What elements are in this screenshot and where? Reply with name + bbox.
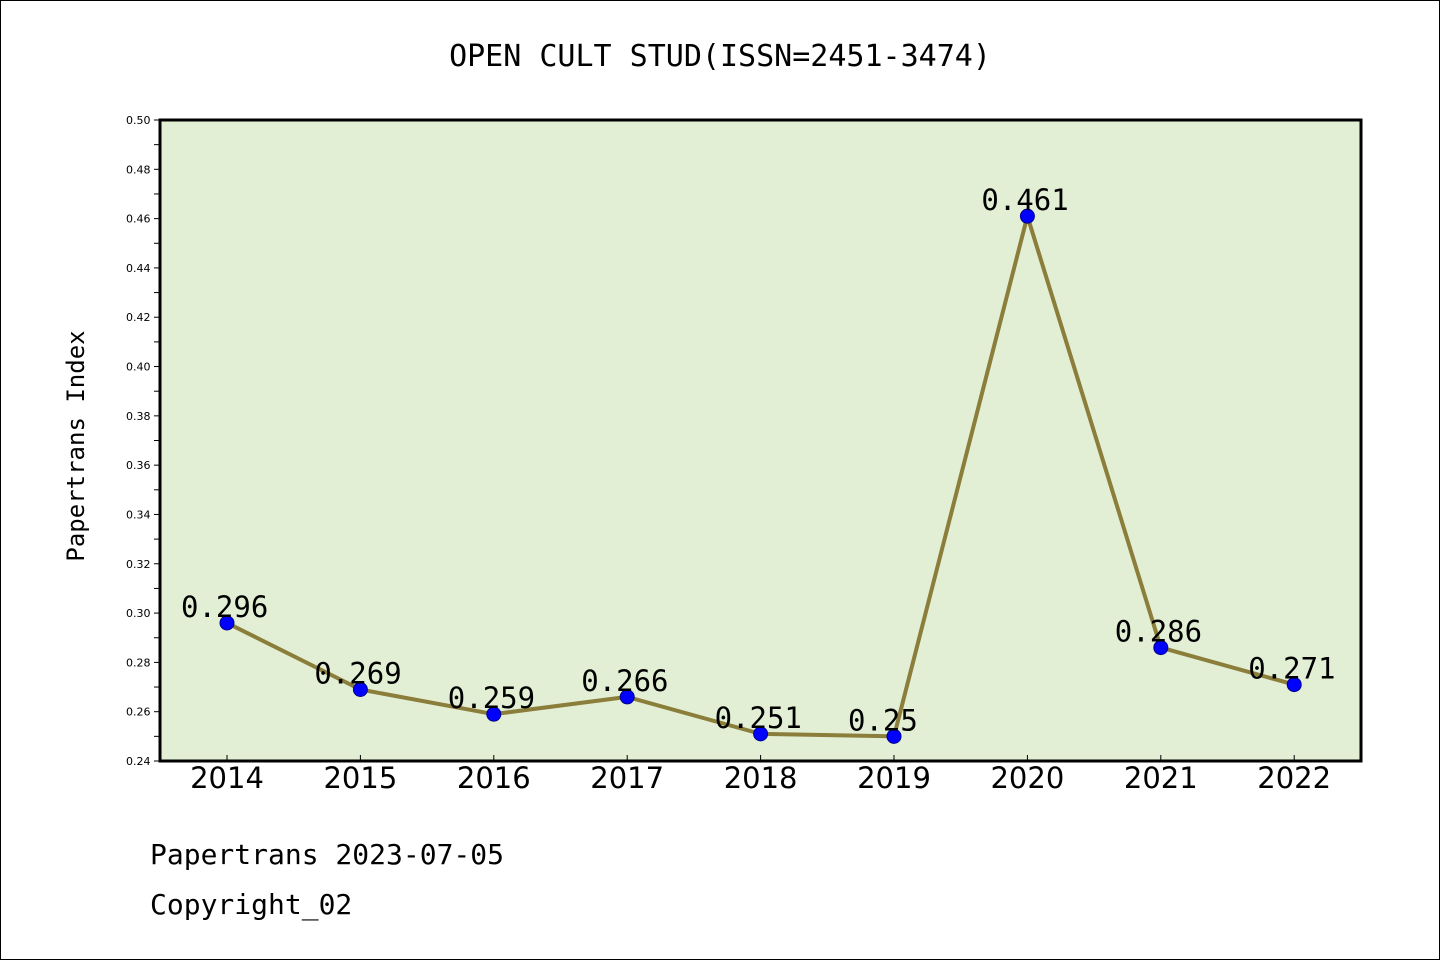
y-tick-label: 0.38 (126, 410, 151, 423)
y-tick-label: 0.48 (126, 163, 151, 176)
data-point-marker (886, 728, 902, 744)
y-axis: 0.24 0.26 0.28 0.30 0.32 0.34 0.36 0.38 0.40 0.42… (126, 114, 160, 768)
x-tick-label: 2022 (1257, 761, 1331, 795)
y-tick-label: 0.34 (126, 508, 151, 521)
footer-copyright: Copyright_02 (150, 888, 352, 922)
x-axis: 2014 2015 2016 2017 2018 2019 2020 2021 2022 (190, 755, 1331, 795)
data-point-marker (619, 689, 635, 705)
y-tick-label: 0.36 (126, 459, 151, 472)
y-tick-label: 0.30 (126, 607, 151, 620)
y-tick-label: 0.46 (126, 213, 151, 226)
y-tick-label: 0.42 (126, 311, 151, 324)
y-tick-label: 0.40 (126, 361, 151, 374)
y-tick-label: 0.32 (126, 558, 151, 571)
y-tick-label: 0.28 (126, 656, 151, 669)
marker-group (219, 208, 1302, 744)
data-label: 0.259 (448, 681, 535, 715)
plot-border (158, 118, 1363, 763)
x-tick-label: 2021 (1124, 761, 1198, 795)
data-label: 0.266 (581, 664, 668, 698)
x-tick-label: 2017 (590, 761, 664, 795)
data-label: 0.269 (314, 657, 401, 691)
y-tick-label: 0.24 (126, 755, 151, 768)
x-tick-label: 2015 (323, 761, 397, 795)
data-point-marker (1019, 208, 1035, 224)
y-tick-label: 0.50 (126, 114, 151, 127)
data-point-marker (1153, 640, 1169, 656)
data-label: 0.25 (848, 703, 918, 737)
x-tick-label: 2018 (724, 761, 798, 795)
data-label: 0.461 (981, 183, 1068, 217)
y-tick-label: 0.26 (126, 706, 151, 719)
x-tick-label: 2020 (990, 761, 1064, 795)
data-point-marker (753, 726, 769, 742)
data-label-group: 0.296 0.269 0.259 0.266 0.251 0.25 0.461 0.286 0… (181, 183, 1336, 737)
chart-title: OPEN CULT STUD(ISSN=2451-3474) (449, 39, 991, 74)
data-label: 0.296 (181, 590, 268, 624)
x-tick-label: 2016 (457, 761, 531, 795)
data-label: 0.286 (1115, 615, 1202, 649)
data-point-marker (352, 682, 368, 698)
data-label: 0.251 (715, 701, 802, 735)
data-point-marker (1286, 677, 1302, 693)
data-point-marker (219, 615, 235, 631)
y-axis-label: Papertrans Index (62, 330, 90, 561)
footer-date: Papertrans 2023-07-05 (150, 838, 504, 871)
x-tick-label: 2014 (190, 761, 264, 795)
x-tick-label: 2019 (857, 761, 931, 795)
data-label: 0.271 (1248, 652, 1335, 686)
data-point-marker (486, 706, 502, 722)
y-tick-label: 0.44 (126, 262, 151, 275)
